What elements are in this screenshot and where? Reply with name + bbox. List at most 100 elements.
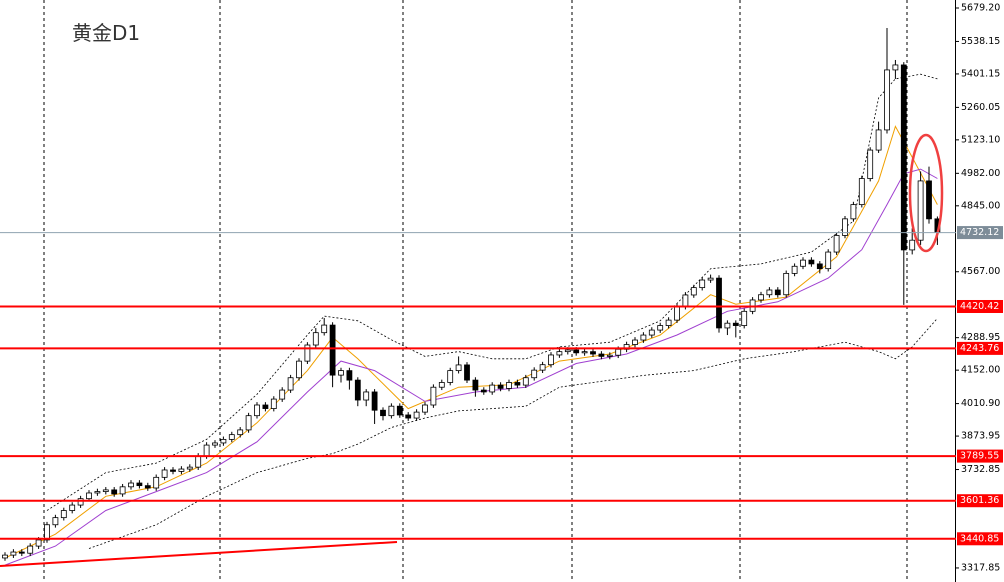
candle-body [396, 405, 403, 416]
indicator-line [46, 73, 938, 511]
candle-body [455, 364, 462, 372]
candle-body [312, 332, 319, 346]
y-tick-label: 5538.15 [961, 36, 1000, 47]
candle-body [800, 259, 806, 267]
candle-body [564, 349, 571, 353]
candle-body [69, 504, 76, 511]
candle-body [489, 384, 496, 393]
candle-body [758, 294, 764, 301]
y-tick-label: 4152.00 [961, 365, 1000, 376]
candle-body [52, 517, 59, 526]
candle-body [279, 389, 286, 400]
candle-body [430, 386, 437, 406]
candle-body [346, 370, 353, 381]
candle-body [363, 391, 370, 401]
candle-body [119, 486, 126, 495]
candle-body [321, 324, 328, 334]
candle-body [111, 489, 118, 495]
level-tag [957, 532, 1003, 546]
candle-body [35, 539, 42, 547]
candle-body [388, 405, 395, 417]
candle-body [405, 414, 412, 419]
candle-body [195, 455, 202, 468]
candle-body [791, 265, 798, 274]
plot [2, 27, 941, 566]
level-label: 3601.36 [960, 495, 999, 506]
candle-body [136, 482, 143, 487]
candle-body [94, 491, 101, 494]
candle-body [212, 442, 218, 446]
candle-body [304, 344, 311, 362]
candle-body [615, 348, 622, 356]
candle-body [716, 277, 722, 329]
candle-body [875, 129, 882, 151]
candle-body [825, 251, 832, 270]
y-tick-label: 4845.00 [961, 200, 1000, 211]
candle-body [900, 64, 907, 251]
candle-body [438, 382, 445, 388]
current-price-tag [957, 226, 1003, 240]
candle-body [674, 306, 680, 321]
candle-body [170, 469, 176, 472]
candle-body [783, 272, 790, 296]
candle-body [522, 377, 529, 386]
candle-body [573, 349, 580, 354]
candle-body [665, 319, 672, 326]
highlight-ellipse [908, 133, 944, 253]
candle-body [371, 391, 378, 411]
candle-body [648, 329, 655, 336]
candle-body [464, 364, 470, 381]
candle-body [497, 384, 504, 389]
candle-body [296, 360, 302, 379]
candle-body [707, 277, 714, 281]
candle-body [262, 404, 269, 409]
candle-body [10, 551, 17, 556]
level-tag [957, 494, 1003, 508]
candle-body [161, 469, 168, 478]
y-tick-label: 3732.85 [961, 464, 1000, 475]
candle-body [850, 204, 857, 220]
candle-body [447, 370, 454, 383]
candle-body [690, 287, 697, 296]
candle-body [480, 389, 487, 393]
y-tick-label: 5123.10 [961, 134, 1000, 145]
candle-body [699, 279, 706, 289]
candle-body [329, 324, 336, 376]
candle-body [808, 259, 815, 265]
candle-body [18, 551, 25, 554]
level-tag [957, 299, 1003, 313]
candle-body [732, 322, 739, 326]
candle-body [514, 382, 521, 386]
candle-body [741, 310, 748, 326]
candle-body [186, 466, 193, 470]
y-tick-label: 4010.90 [961, 398, 1000, 409]
candle-body [270, 398, 277, 409]
candle-body [556, 351, 563, 356]
candle-body [228, 434, 235, 440]
candle-body [380, 409, 386, 417]
y-tick-label: 5679.20 [961, 2, 1000, 13]
level-label: 4420.42 [960, 301, 999, 312]
candle-body [422, 404, 428, 413]
candle-body [2, 554, 8, 559]
y-tick-label: 5401.15 [961, 68, 1000, 79]
candle-body [338, 370, 344, 376]
chart-title: 黄金D1 [72, 21, 140, 45]
candle-body [884, 69, 890, 131]
candle-body [724, 322, 731, 329]
candle-body [237, 429, 244, 436]
candle-body [27, 545, 34, 554]
candle-body [413, 411, 420, 419]
candle-body [598, 353, 605, 357]
level-tag [957, 341, 1003, 355]
y-tick-label: 4288.95 [961, 332, 1000, 343]
candle-body [833, 235, 840, 253]
candle-body [60, 510, 67, 519]
y-tick-label: 3873.95 [961, 431, 1000, 442]
candle-body [102, 489, 109, 492]
time-grid [43, 0, 908, 582]
candle-body [606, 354, 613, 357]
level-label: 3440.85 [960, 533, 999, 544]
candle-body [539, 364, 546, 371]
candle-body [531, 369, 538, 379]
